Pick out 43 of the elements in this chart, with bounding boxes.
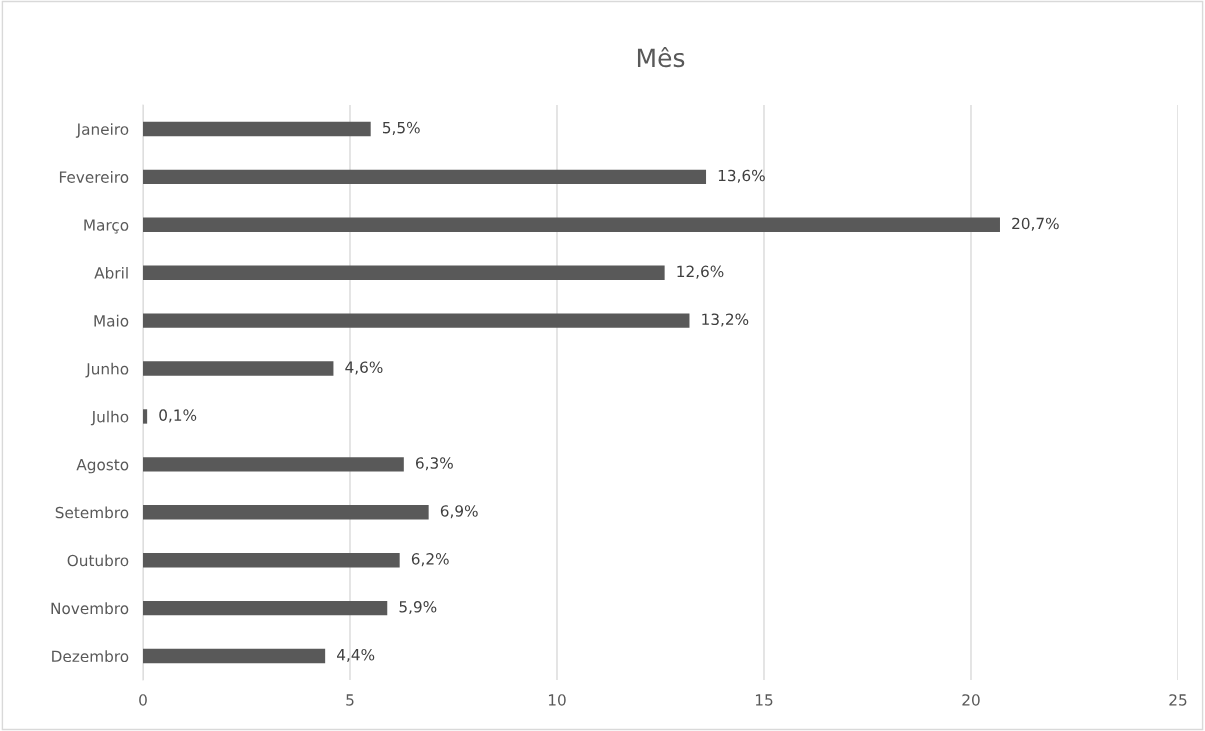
y-tick-label: Abril: [94, 266, 128, 279]
data-label: 5,5%: [382, 121, 420, 135]
y-tick-label: Dezembro: [52, 650, 129, 663]
x-tick-label: 20: [962, 694, 980, 706]
data-label: 4,4%: [337, 648, 375, 663]
data-label: 6,9%: [440, 505, 478, 519]
data-label: 5,9%: [399, 601, 437, 615]
bar: [143, 409, 148, 424]
y-tick-label: Fevereiro: [59, 171, 129, 183]
data-label: 4,6%: [345, 361, 383, 375]
x-tick-label: 0: [139, 694, 147, 706]
x-tick-label: 15: [755, 694, 773, 706]
y-tick-label: Outubro: [67, 554, 129, 567]
y-tick-label: Janeiro: [75, 123, 129, 138]
bar: [143, 361, 334, 376]
bar: [143, 505, 429, 520]
y-tick-label: Agosto: [76, 459, 129, 474]
bar: [143, 265, 665, 280]
y-tick-label: Maio: [94, 314, 129, 327]
data-label: 13,6%: [718, 169, 765, 183]
bar: [143, 169, 707, 185]
y-tick-label: Novembro: [51, 602, 129, 615]
x-tick-label: 25: [1169, 694, 1187, 706]
bar: [143, 457, 404, 472]
data-label: 6,3%: [416, 457, 453, 471]
x-tick-label: 10: [548, 694, 566, 706]
data-label: 13,2%: [702, 313, 749, 327]
x-tick-label: 5: [346, 694, 354, 706]
bar: [143, 217, 1000, 232]
data-label: 6,2%: [411, 553, 449, 567]
chart-title: Mês: [637, 46, 685, 68]
data-label: 0,1%: [159, 409, 197, 423]
bar: [143, 648, 326, 664]
y-tick-label: Junho: [85, 362, 129, 378]
y-tick-label: Março: [84, 219, 129, 234]
bar: [143, 553, 400, 568]
y-tick-label: Julho: [90, 410, 129, 426]
bar: [143, 313, 690, 328]
data-label: 12,6%: [677, 265, 724, 279]
data-label: 20,7%: [1012, 217, 1059, 231]
y-tick-label: Setembro: [55, 506, 129, 519]
bar: [143, 600, 388, 616]
bar: [143, 121, 371, 137]
